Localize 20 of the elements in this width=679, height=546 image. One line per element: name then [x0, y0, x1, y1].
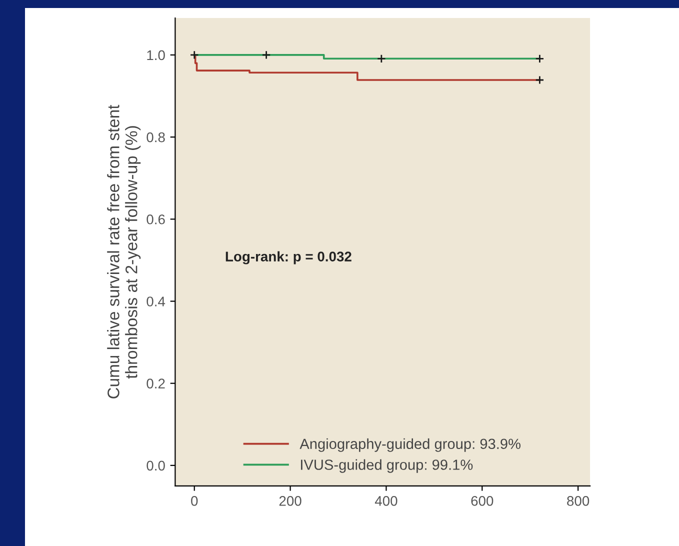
- x-tick-label: 0: [191, 496, 198, 506]
- point: [376, 54, 386, 64]
- x-tick-label: 800: [567, 496, 590, 506]
- y-tick-label: 0.6: [146, 214, 165, 224]
- annotation: Log-rank: p = 0.032: [226, 251, 352, 264]
- x-tick-label: 400: [374, 496, 398, 506]
- y-tick-label: 0.0: [146, 460, 165, 471]
- point: [535, 54, 544, 64]
- y-tick-label: 1.0: [147, 50, 165, 60]
- y-tick-label: 0.8: [146, 132, 165, 142]
- point: [190, 50, 199, 60]
- y-axis-title: Cumu lative survival rate free from stent thrombosis at 2-year follow-up (%): [107, 104, 141, 398]
- x-tick-label: 200: [279, 496, 302, 506]
- point: [262, 50, 271, 60]
- y-tick-label: 0.4: [146, 296, 166, 306]
- legend-label: IVUS-guided group: 99.1%: [301, 459, 473, 473]
- point: [535, 76, 544, 84]
- legend-label: Angiography-guided group: 93.9%: [300, 438, 520, 452]
- x-tick-label: 600: [471, 496, 494, 506]
- y-tick-label: 0.2: [146, 378, 165, 388]
